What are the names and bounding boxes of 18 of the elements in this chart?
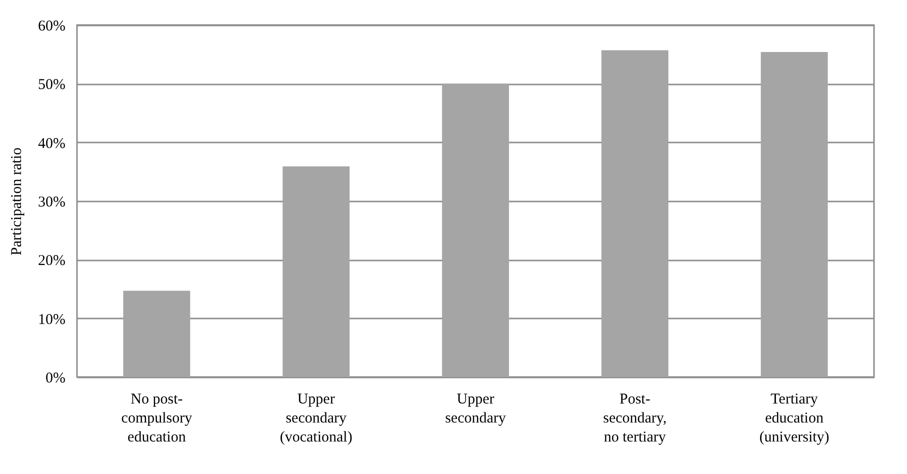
y-tick-label: 0%	[46, 370, 66, 386]
y-tick-label: 50%	[38, 77, 66, 94]
x-tick-label: Tertiary education (university)	[759, 392, 830, 446]
y-tick-label: 40%	[38, 136, 66, 152]
x-tick-label: Post-secondary, no tertiary	[603, 392, 667, 446]
y-tick-label: 10%	[38, 312, 66, 328]
y-tick-label: 60%	[38, 18, 66, 34]
bar	[760, 52, 828, 377]
y-tick-label: 20%	[38, 253, 66, 270]
bar	[601, 50, 668, 377]
bar	[282, 166, 350, 377]
bar	[442, 84, 509, 377]
x-tick-label: No post-compulsory education	[121, 392, 193, 446]
x-tick-label: Upper secondary (vocational)	[280, 392, 352, 446]
bar	[123, 290, 190, 377]
x-tick-label: Upper secondary	[445, 392, 506, 426]
y-tick-label: 30%	[38, 194, 66, 210]
y-axis-title: Participation ratio	[9, 148, 26, 256]
